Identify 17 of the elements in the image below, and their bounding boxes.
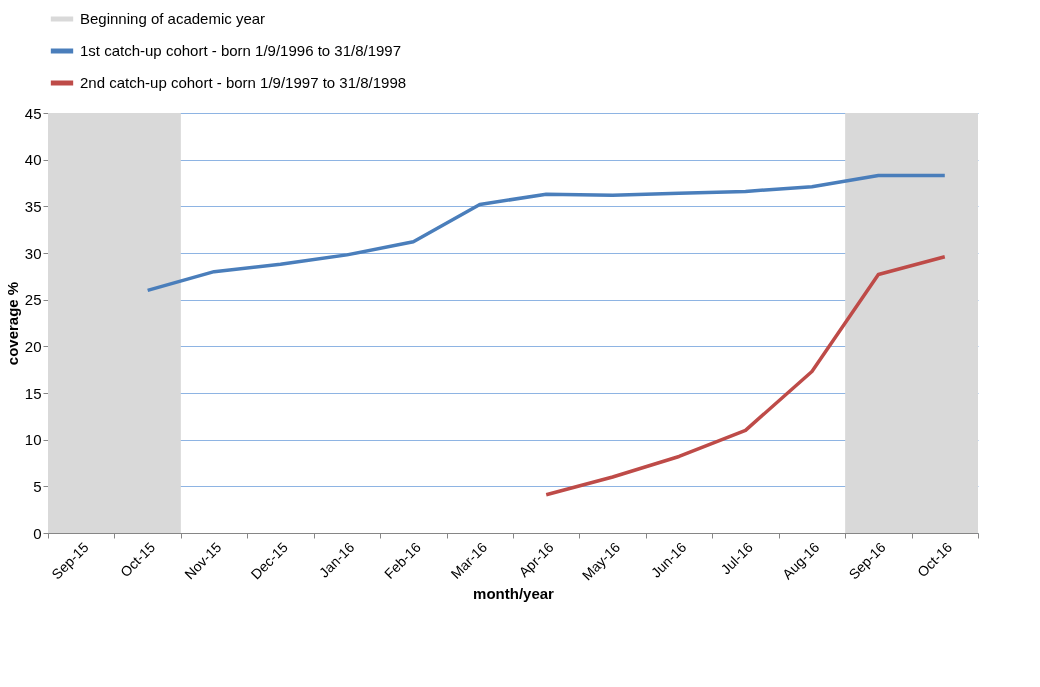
line-series: [145, 173, 947, 293]
y-tick-label: 45: [24, 104, 42, 122]
legend-label: Beginning of academic year: [80, 10, 266, 27]
legend-label: 1st catch-up cohort - born 1/9/1996 to 31/8/1997: [80, 42, 402, 59]
y-tick-label: 15: [24, 384, 42, 402]
x-axis-title: month/year: [473, 585, 555, 603]
y-tick-label: 40: [24, 151, 42, 169]
y-tick-label: 5: [33, 477, 42, 495]
y-axis-title: coverage %: [3, 281, 21, 366]
y-tick-label: 10: [24, 431, 42, 449]
y-tick-label: 20: [24, 337, 42, 355]
y-tick-label: 35: [24, 197, 42, 215]
legend-label: 2nd catch-up cohort - born 1/9/1997 to 31/8/1998: [80, 74, 407, 91]
y-tick-label: 25: [24, 291, 42, 309]
y-tick-label: 30: [24, 244, 42, 262]
line-series: [544, 254, 947, 497]
y-tick-label: 0: [33, 524, 42, 542]
